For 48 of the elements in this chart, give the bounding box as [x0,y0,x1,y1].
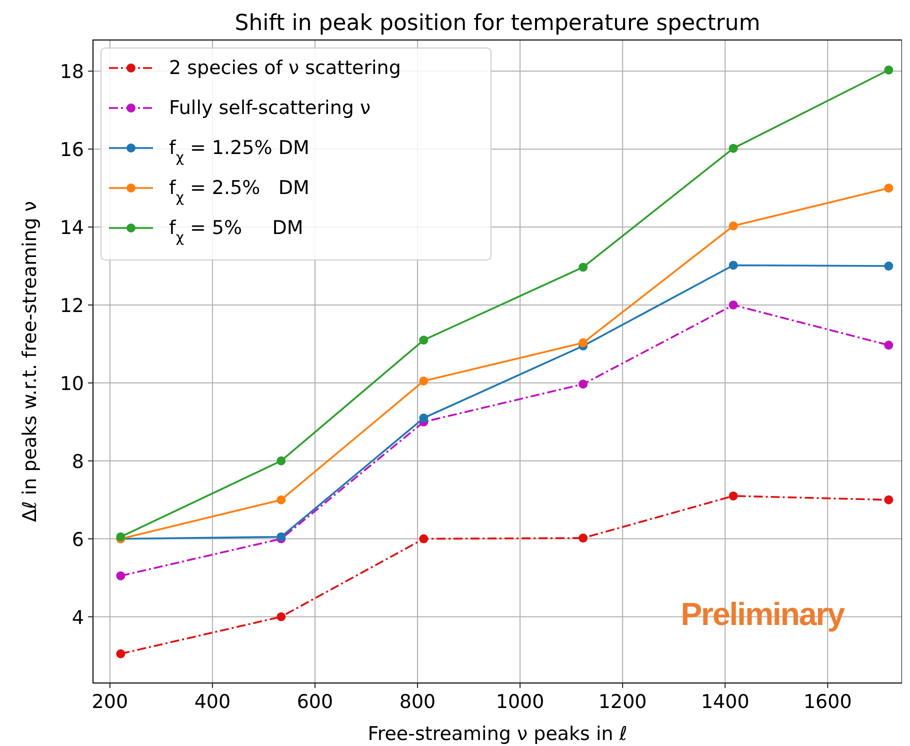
y-tick-label: 18 [60,61,84,84]
x-tick-label: 200 [92,691,128,713]
y-tick-label: 10 [60,372,84,395]
x-axis-title: Free-streaming ν peaks in ℓ [368,723,628,745]
y-tick-label: 6 [72,528,84,551]
x-tick-label: 1200 [598,691,647,713]
point [728,300,738,310]
point [884,340,894,350]
point [884,184,894,193]
x-tick-label: 1600 [803,691,852,713]
y-tick-label: 8 [72,450,84,473]
point [884,495,894,504]
legend-label: f$_{χ}$ = 1.25% DM [169,137,310,166]
x-tick-label: 400 [194,691,231,713]
y-tick-label: 4 [72,606,84,629]
x-tick-label: 1400 [700,691,750,713]
point [578,380,588,389]
point [884,262,894,271]
annotation: Preliminary [680,596,846,632]
point [728,491,738,500]
point [276,612,286,622]
legend-label: f$_{χ}$ = 2.5% DM [169,177,310,206]
point [728,144,738,153]
point [419,376,428,386]
point [578,534,588,543]
legend-label: 2 species of ν scattering [169,57,401,79]
x-tick-label: 600 [296,691,334,713]
chart-title: Shift in peak position for temperature spectrum [234,11,760,36]
point [419,534,428,544]
legend-label: f$_{χ}$ = 5% DM [169,217,304,246]
point [884,66,894,75]
point [728,260,738,270]
legend-label: Fully self-scattering ν [169,97,371,119]
point [419,414,428,423]
y-tick-label: 12 [60,294,84,317]
point [276,456,286,466]
point [578,338,588,348]
point [419,336,428,345]
y-tick-label: 14 [60,217,84,240]
x-tick-label: 1000 [496,691,544,713]
point [728,221,738,230]
y-tick-label: 16 [60,139,84,162]
x-tick-label: 800 [399,691,436,713]
point [276,495,286,504]
point [578,262,588,272]
point [116,571,126,580]
y-axis-title: Δℓ in peaks w.r.t. free-streaming ν [19,201,41,522]
point [116,649,126,658]
